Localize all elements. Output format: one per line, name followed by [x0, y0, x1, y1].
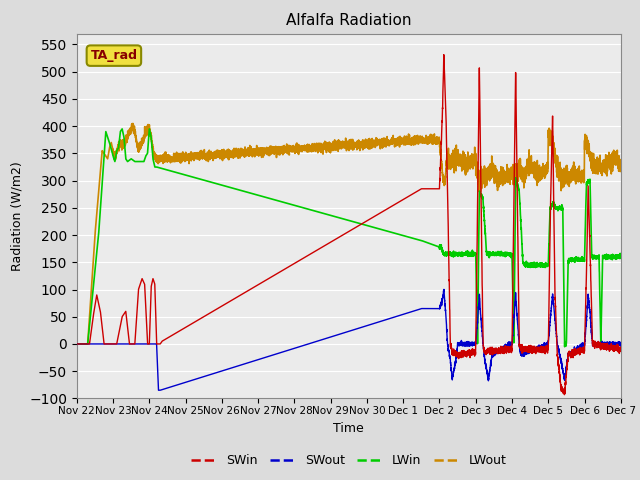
- Legend: SWin, SWout, LWin, LWout: SWin, SWout, LWin, LWout: [186, 449, 512, 472]
- Text: TA_rad: TA_rad: [90, 49, 138, 62]
- Title: Alfalfa Radiation: Alfalfa Radiation: [286, 13, 412, 28]
- Y-axis label: Radiation (W/m2): Radiation (W/m2): [10, 161, 24, 271]
- X-axis label: Time: Time: [333, 421, 364, 434]
